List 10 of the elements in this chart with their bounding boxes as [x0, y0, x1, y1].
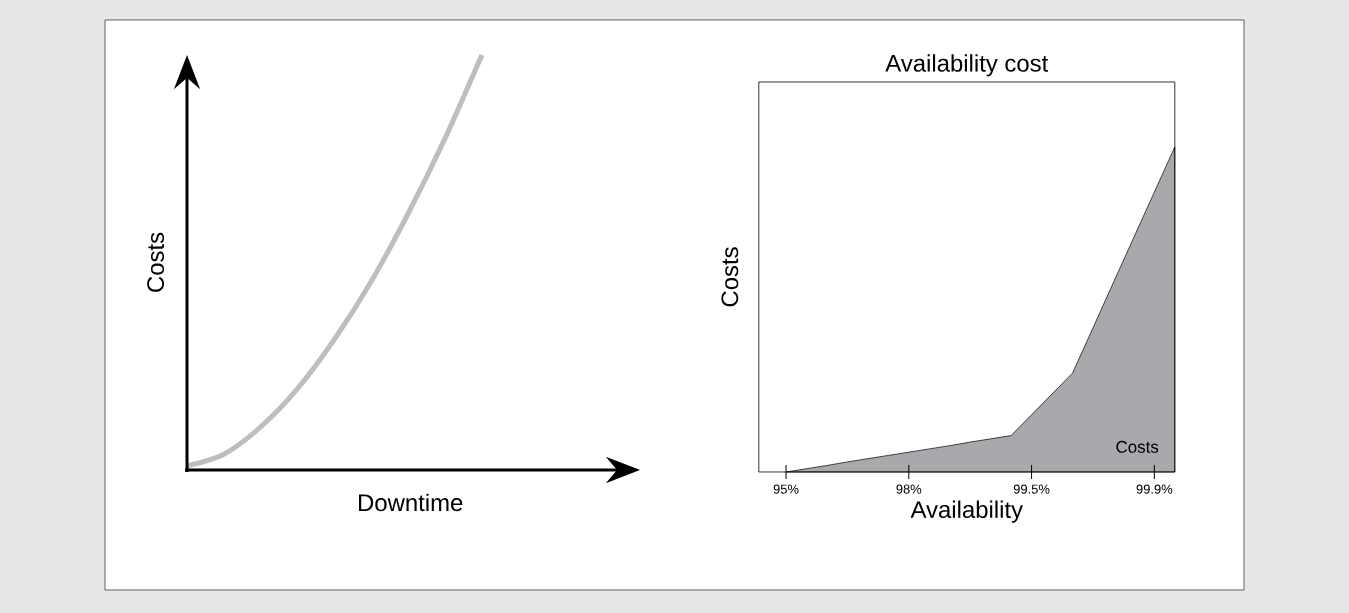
x-axis-title: Downtime: [359, 493, 463, 512]
x-tick-label: 99.9%: [1136, 484, 1173, 494]
x-tick-label: 98%: [896, 484, 922, 494]
y-axis-title: Costs: [147, 232, 165, 292]
series-label: Costs: [1116, 440, 1159, 453]
x-tick-label: 99.5%: [1013, 484, 1050, 494]
chart-title: Availability cost: [885, 54, 1049, 77]
x-tick-label: 95%: [773, 484, 799, 494]
y-axis-title: Costs: [721, 247, 739, 307]
x-axis-title: Availability: [910, 500, 1023, 523]
